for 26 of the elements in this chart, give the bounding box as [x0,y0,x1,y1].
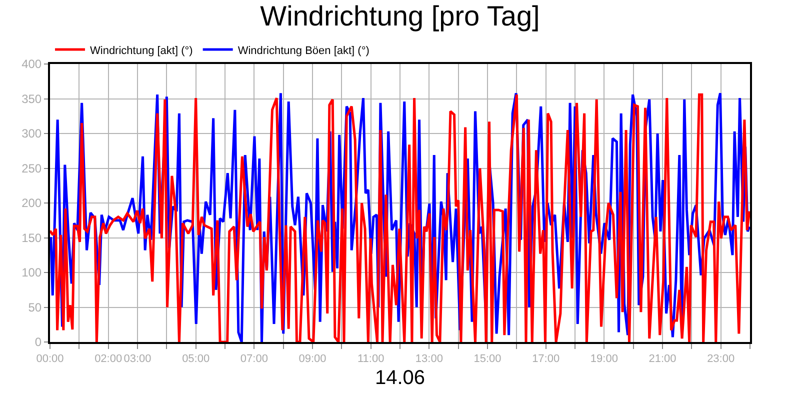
y-tick-label: 0 [34,335,42,350]
legend-label: Windrichtung [akt] (°) [90,44,193,57]
y-tick-label: 400 [22,57,42,72]
y-tick-label: 200 [22,196,42,210]
x-tick-label: 07:00 [240,353,268,366]
x-tick-label: 09:00 [298,353,326,366]
x-tick-label: 11:00 [357,353,384,366]
y-tick-label: 350 [22,92,42,106]
x-tick-label: 21:00 [648,353,676,366]
chart-title: Windrichtung [pro Tag] [260,0,540,32]
y-tick-label: 300 [22,126,42,141]
x-tick-label: 00:00 [36,353,64,366]
x-tick-label: 17:00 [532,353,560,366]
x-tick-label: 13:00 [415,353,443,366]
y-tick-label: 150 [22,230,42,245]
x-tick-label: 05:00 [182,353,210,366]
x-axis-title: 14.06 [374,367,426,390]
x-tick-label: 15:00 [474,353,502,366]
x-tick-label: 23:00 [707,353,735,366]
y-tick-label: 50 [28,300,42,314]
y-tick-label: 100 [22,266,42,280]
x-tick-label: 02:00 [94,353,122,366]
y-tick-label: 250 [22,161,42,176]
x-tick-label: 19:00 [590,353,618,366]
x-tick-label: 03:00 [124,353,152,366]
legend-label: Windrichtung Böen [akt] (°) [238,44,370,57]
